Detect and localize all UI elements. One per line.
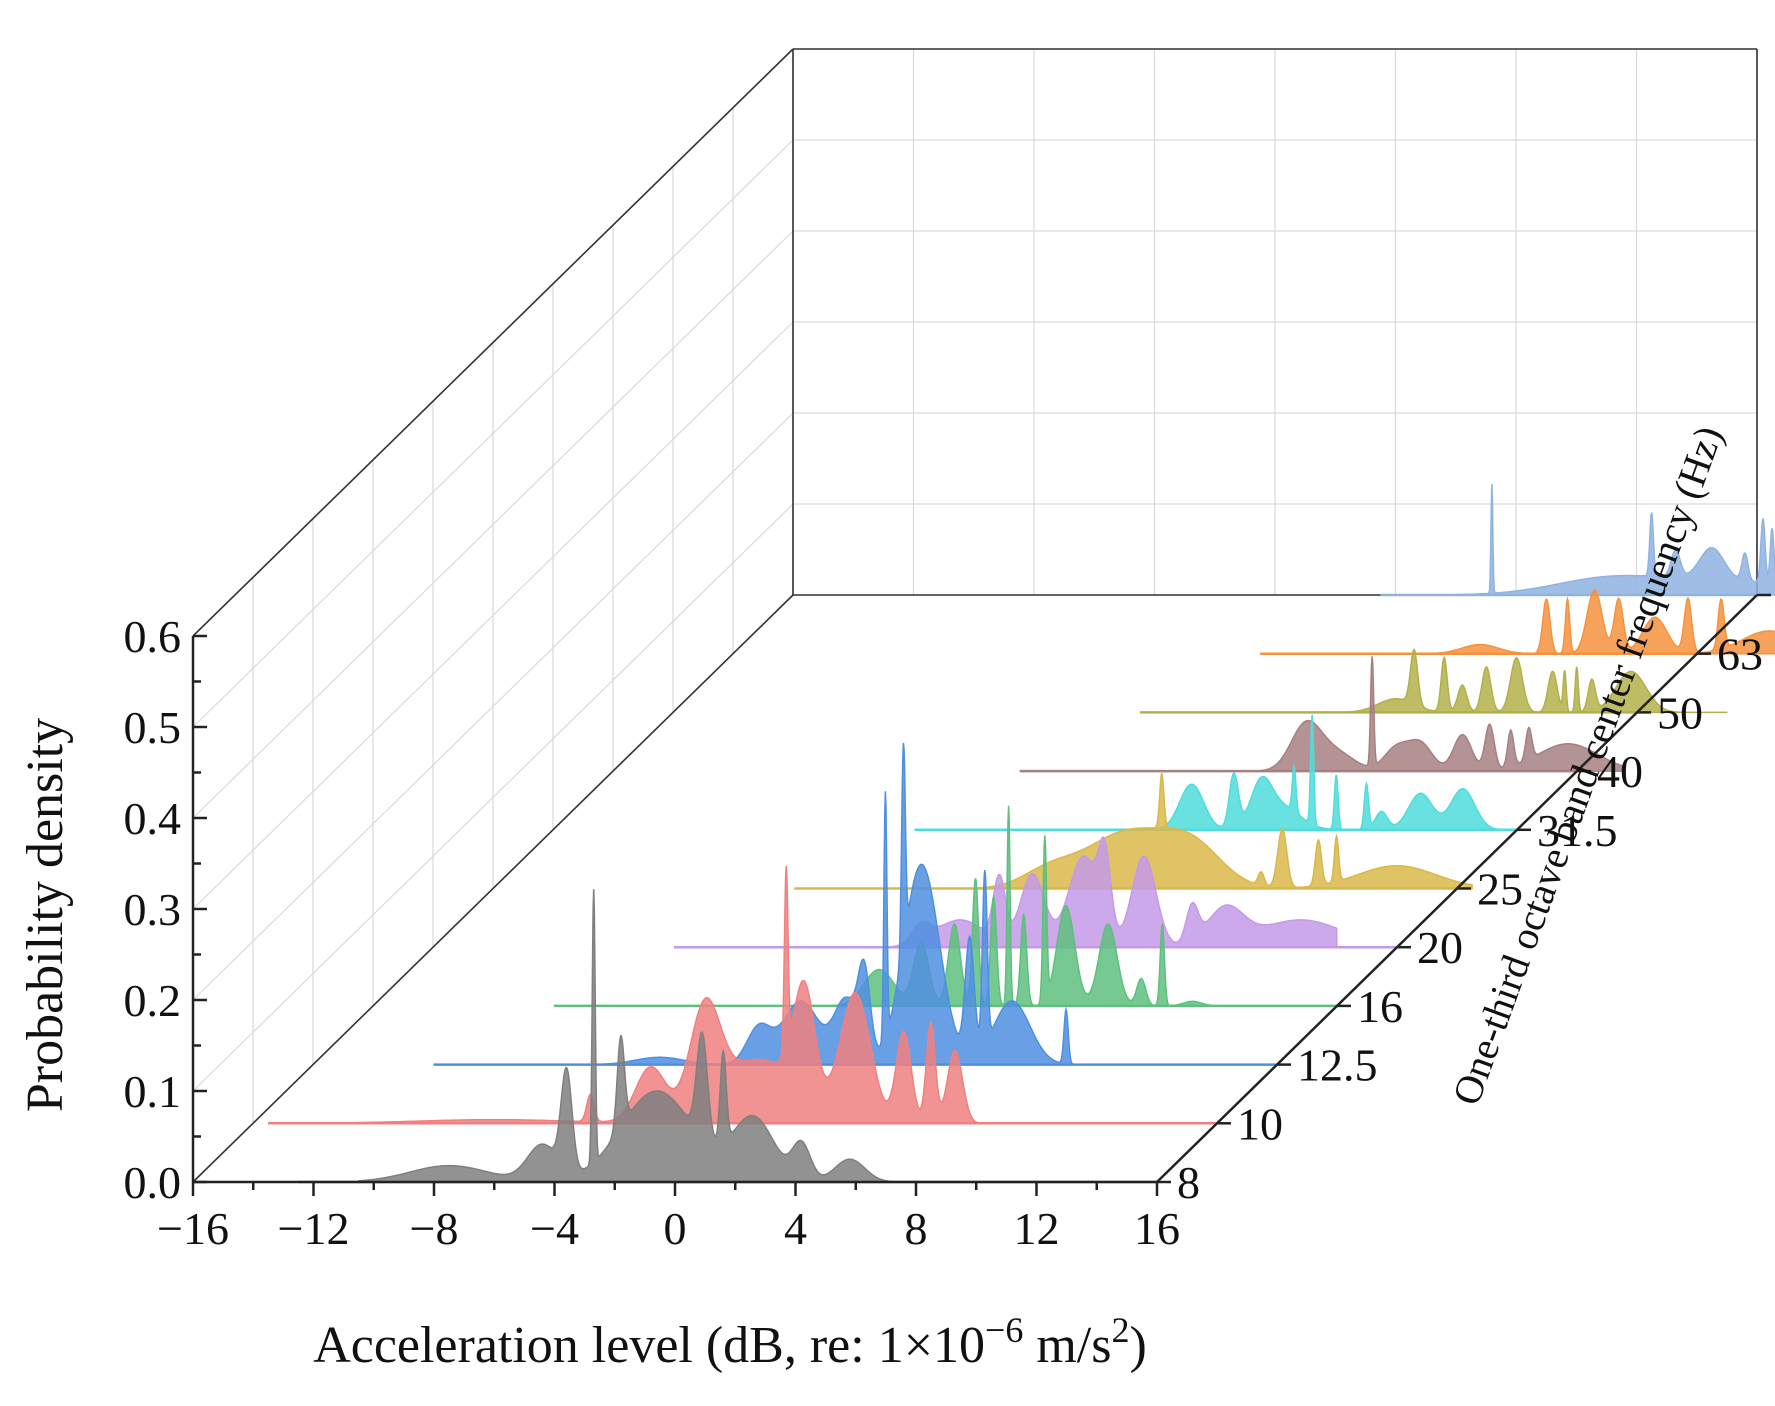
x-tick-label: 16 — [1134, 1203, 1180, 1254]
y-tick-label: 0.0 — [124, 1157, 182, 1208]
x-tick-label: 4 — [784, 1203, 807, 1254]
axis-frame — [192, 48, 1758, 1183]
x-tick-label: 0 — [664, 1203, 687, 1254]
y-tick-label: 0.5 — [124, 702, 182, 753]
series-area-10hz — [327, 865, 992, 1125]
axis-layer — [191, 593, 1771, 1196]
frame-edge — [192, 594, 794, 1183]
z-tick-label: 10 — [1237, 1098, 1283, 1149]
series-area-80hz — [1439, 483, 1775, 596]
y-axis-title: Probability density — [17, 718, 74, 1112]
z-tick-label: 16 — [1357, 981, 1403, 1032]
y-tick-label: 0.1 — [124, 1066, 182, 1117]
series-layer — [268, 483, 1775, 1184]
z-tick-label: 63 — [1717, 629, 1763, 680]
z-tick-label: 31.5 — [1537, 805, 1618, 856]
x-tick-label: 12 — [1014, 1203, 1060, 1254]
x-tick-label: −12 — [278, 1203, 350, 1254]
series-area-20hz — [734, 836, 1338, 948]
y-tick-label: 0.2 — [124, 975, 182, 1026]
series-area-8hz — [357, 889, 902, 1183]
x-tick-label: 8 — [905, 1203, 928, 1254]
x-tick-label: −16 — [157, 1203, 229, 1254]
y-tick-label: 0.6 — [124, 611, 182, 662]
z-tick-label: 20 — [1417, 922, 1463, 973]
z-tick-label: 8 — [1177, 1157, 1200, 1208]
x-tick-label: −4 — [530, 1203, 579, 1254]
y-tick-label: 0.4 — [124, 793, 182, 844]
frame-edge — [192, 48, 794, 637]
x-tick-label: −8 — [410, 1203, 459, 1254]
z-tick-label: 25 — [1477, 864, 1523, 915]
label-layer: −16 −12 −8 −4 0 4 8 12 160.00.10.20.30.40.50.681… — [124, 611, 1764, 1254]
z-tick-label: 12.5 — [1297, 1040, 1378, 1091]
series-area-40hz — [1079, 656, 1623, 772]
z-tick-label: 50 — [1657, 687, 1703, 738]
y-tick-label: 0.3 — [124, 884, 182, 935]
x-axis-title: Acceleration level (dB, re: 1×10−6 m/s2) — [313, 1310, 1147, 1374]
z-tick-label: 40 — [1597, 746, 1643, 797]
